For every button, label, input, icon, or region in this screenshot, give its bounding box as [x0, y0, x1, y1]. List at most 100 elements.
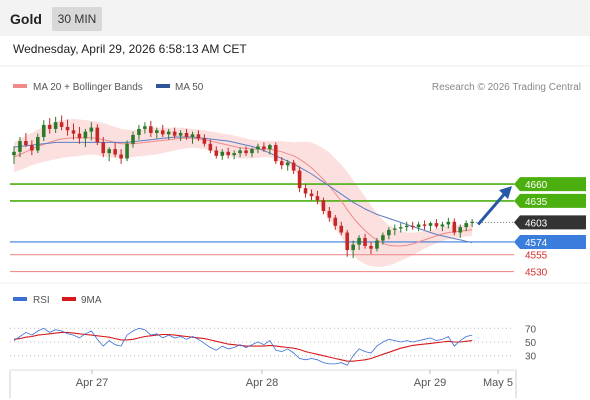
x-tick-label: Apr 29 [414, 377, 446, 389]
candle-body [363, 237, 367, 246]
candle-body [101, 142, 106, 154]
candle-body [113, 149, 117, 155]
ma20-legend-swatch [13, 84, 27, 88]
level-label-4603: 4603 [525, 218, 548, 229]
ma9-legend-swatch [62, 297, 76, 301]
candle-body [143, 126, 147, 129]
candle-body [24, 141, 28, 146]
candle-body [71, 130, 76, 134]
forecast-arrow-head [499, 186, 512, 200]
candle-body [53, 122, 58, 129]
candle-body [387, 229, 391, 236]
candle-body [285, 162, 290, 166]
candle-body [41, 124, 46, 137]
level-label-4660: 4660 [525, 180, 548, 191]
candle-body [404, 225, 409, 228]
candle-body [446, 221, 451, 225]
candle-body [268, 145, 272, 150]
candle-body [12, 151, 16, 156]
candle-body [315, 196, 320, 201]
candle-body [309, 193, 314, 197]
instrument-title: Gold [10, 11, 42, 27]
candle-body [202, 138, 207, 144]
price-chart: 4660 4635 4603 4574 4555 4530 [10, 115, 586, 279]
candle-body [434, 223, 439, 227]
candle-body [279, 161, 284, 166]
candle-body [137, 128, 141, 135]
candle-body [244, 150, 248, 154]
candle-body [196, 134, 201, 139]
candle-body [357, 237, 361, 245]
candle-body [410, 225, 415, 228]
candle-body [398, 227, 403, 229]
candle-body [131, 134, 135, 144]
candle-body [262, 146, 266, 150]
candle-body [428, 223, 433, 226]
candle-body [125, 143, 129, 159]
level-label-4574: 4574 [525, 238, 548, 249]
candle-body [208, 143, 213, 151]
rsi-ma9-line [13, 331, 473, 362]
rsi-line [13, 327, 473, 366]
candle-body [470, 221, 474, 224]
candle-body [250, 149, 254, 154]
candle-body [333, 217, 338, 226]
candle-body [190, 134, 195, 137]
candle-body [65, 126, 70, 131]
candle-body [214, 150, 219, 156]
x-tick-label: Apr 27 [76, 377, 108, 389]
candle-body [381, 235, 385, 241]
level-tag-4635 [514, 193, 586, 208]
rsi-chart: 70 50 30 [10, 324, 537, 366]
candle-body [149, 126, 153, 133]
candle-body [291, 162, 296, 171]
candle-body [36, 137, 40, 151]
bollinger-band [14, 118, 473, 267]
candle-body [160, 130, 165, 135]
candle-body [166, 131, 171, 135]
candle-body [172, 131, 177, 136]
candle-body [375, 240, 379, 249]
research-credit: Research © 2026 Trading Central [432, 82, 581, 93]
candle-body [321, 200, 326, 211]
candle-body [274, 145, 278, 162]
candle-body [238, 150, 242, 154]
candle-body [452, 221, 457, 233]
level-tag-4660 [514, 177, 586, 192]
x-tick-label: Apr 28 [246, 377, 278, 389]
candle-body [345, 232, 349, 251]
x-tick-label: May 5 [483, 377, 513, 389]
rsi-tick-70: 70 [525, 324, 537, 335]
candle-body [232, 153, 236, 156]
candle-body [226, 151, 230, 156]
candle-body [107, 149, 111, 154]
ma20-line [13, 137, 473, 247]
candle-body [47, 124, 52, 129]
candle-body [83, 131, 88, 139]
candle-body [297, 170, 302, 189]
candle-body [256, 146, 260, 150]
candle-body [303, 188, 308, 194]
candle-body [178, 132, 183, 136]
candle-body [440, 224, 445, 227]
timeframe-button[interactable]: 30 MIN [52, 7, 102, 31]
level-label-4530: 4530 [525, 268, 548, 279]
top-bar: Gold 30 MIN [0, 0, 590, 36]
candle-body [89, 127, 94, 132]
candle-body [422, 224, 427, 226]
level-label-4635: 4635 [525, 197, 548, 208]
ma50-legend-label: MA 50 [175, 82, 204, 93]
rsi-tick-30: 30 [525, 352, 537, 363]
level-label-4555: 4555 [525, 251, 548, 262]
candle-body [464, 223, 468, 228]
candle-body [155, 130, 159, 133]
rsi-legend-label: RSI [33, 295, 50, 306]
candle-body [351, 244, 355, 251]
candle-body [220, 151, 225, 156]
candle-body [18, 141, 22, 152]
candle-body [393, 228, 397, 230]
candle-body [369, 245, 373, 249]
candle-body [77, 133, 82, 139]
candle-body [416, 224, 421, 228]
